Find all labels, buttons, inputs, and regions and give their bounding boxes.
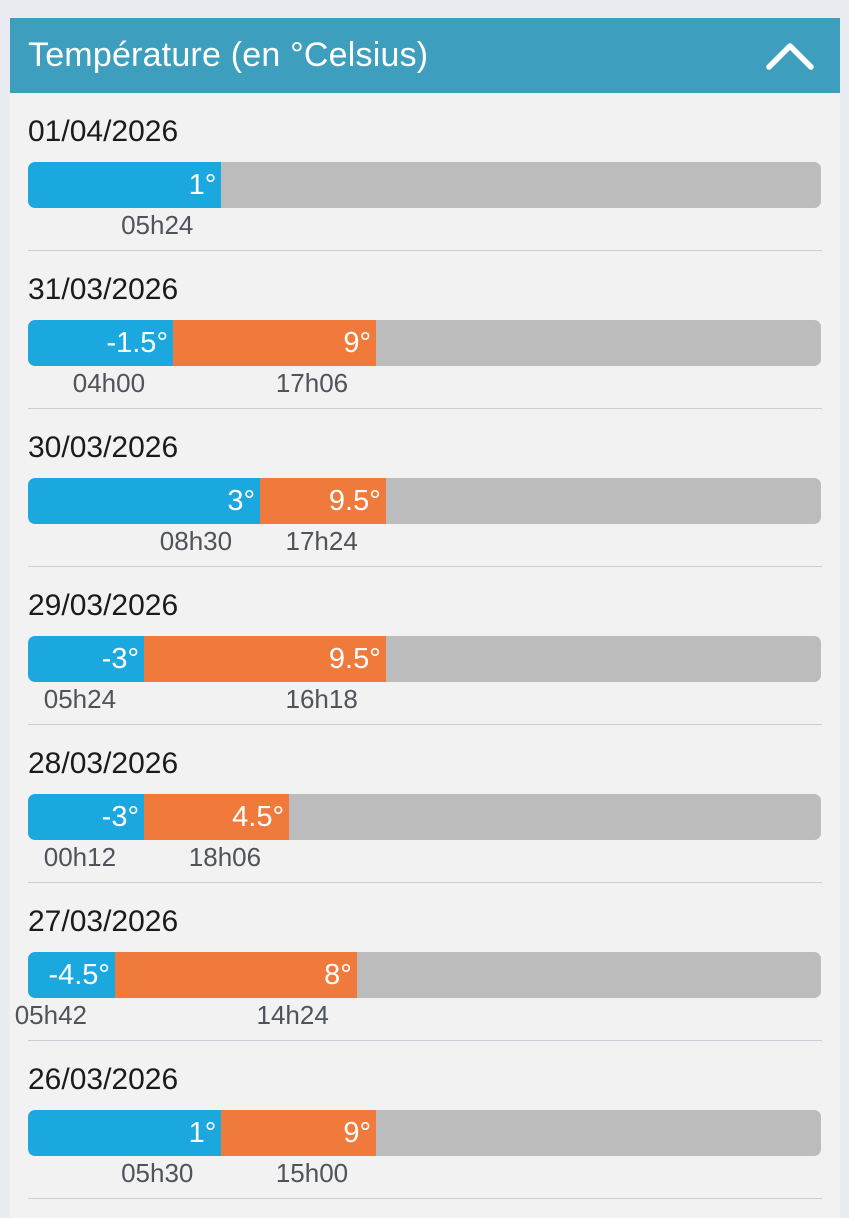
min-temp-segment: -3° [28, 636, 145, 682]
max-time: 18h06 [188, 842, 262, 872]
max-time: 15h00 [275, 1158, 349, 1188]
temperature-bar: -4.5° 8° [28, 952, 821, 998]
temperature-bar: 1° [28, 162, 821, 208]
max-temp-segment: 4.5° [144, 794, 290, 840]
day-date: 30/03/2026 [28, 431, 179, 464]
day-list: 01/04/2026 1° 05h24 31/03/2026 -1.5° 9° … [10, 93, 840, 1199]
max-temp-segment: 9° [173, 320, 377, 366]
min-time: 05h24 [43, 684, 117, 714]
day-date: 01/04/2026 [28, 115, 179, 148]
min-time: 08h30 [159, 526, 233, 556]
max-time: 17h06 [275, 368, 349, 398]
min-time: 05h42 [14, 1000, 88, 1030]
max-temp-segment: 9.5° [144, 636, 386, 682]
min-temp-segment: 1° [28, 1110, 222, 1156]
day-date: 31/03/2026 [28, 273, 179, 306]
max-temp-segment: 8° [115, 952, 357, 998]
max-time: 14h24 [256, 1000, 329, 1030]
max-temp-segment: 9° [221, 1110, 377, 1156]
day-row: 01/04/2026 1° 05h24 [28, 93, 822, 251]
temperature-bar: -3° 4.5° [28, 794, 821, 840]
max-time: 16h18 [285, 684, 358, 714]
min-time: 04h00 [72, 368, 146, 398]
day-date: 27/03/2026 [28, 905, 179, 938]
day-row: 31/03/2026 -1.5° 9° 04h00 17h06 [28, 251, 822, 409]
min-time: 00h12 [43, 842, 117, 872]
chevron-up-icon[interactable] [762, 28, 818, 84]
min-temp-segment: -4.5° [28, 952, 116, 998]
max-temp-segment: 9.5° [260, 478, 386, 524]
min-time: 05h30 [121, 1158, 194, 1188]
day-row: 27/03/2026 -4.5° 8° 05h42 14h24 [15, 883, 822, 1041]
temperature-bar: -3° 9.5° [28, 636, 821, 682]
min-temp-segment: -1.5° [28, 320, 174, 366]
day-row: 29/03/2026 -3° 9.5° 05h24 16h18 [28, 567, 822, 725]
temperature-panel: Température (en °Celsius) 01/04/2026 1° … [10, 18, 840, 1218]
day-row: 26/03/2026 1° 9° 05h30 15h00 [28, 1041, 822, 1199]
day-date: 28/03/2026 [28, 747, 179, 780]
temperature-bar: 1° 9° [28, 1110, 821, 1156]
day-row: 28/03/2026 -3° 4.5° 00h12 18h06 [28, 725, 822, 883]
temperature-bar: 3° 9.5° [28, 478, 821, 524]
min-temp-segment: 1° [28, 162, 222, 208]
day-row: 30/03/2026 3° 9.5° 08h30 17h24 [28, 409, 822, 567]
temperature-bar: -1.5° 9° [28, 320, 821, 366]
panel-header[interactable]: Température (en °Celsius) [10, 18, 840, 93]
min-temp-segment: -3° [28, 794, 145, 840]
day-date: 29/03/2026 [28, 589, 179, 622]
day-date: 26/03/2026 [28, 1063, 179, 1096]
panel-title: Température (en °Celsius) [28, 36, 429, 74]
max-time: 17h24 [285, 526, 358, 556]
min-temp-segment: 3° [28, 478, 261, 524]
min-time: 05h24 [121, 210, 194, 240]
